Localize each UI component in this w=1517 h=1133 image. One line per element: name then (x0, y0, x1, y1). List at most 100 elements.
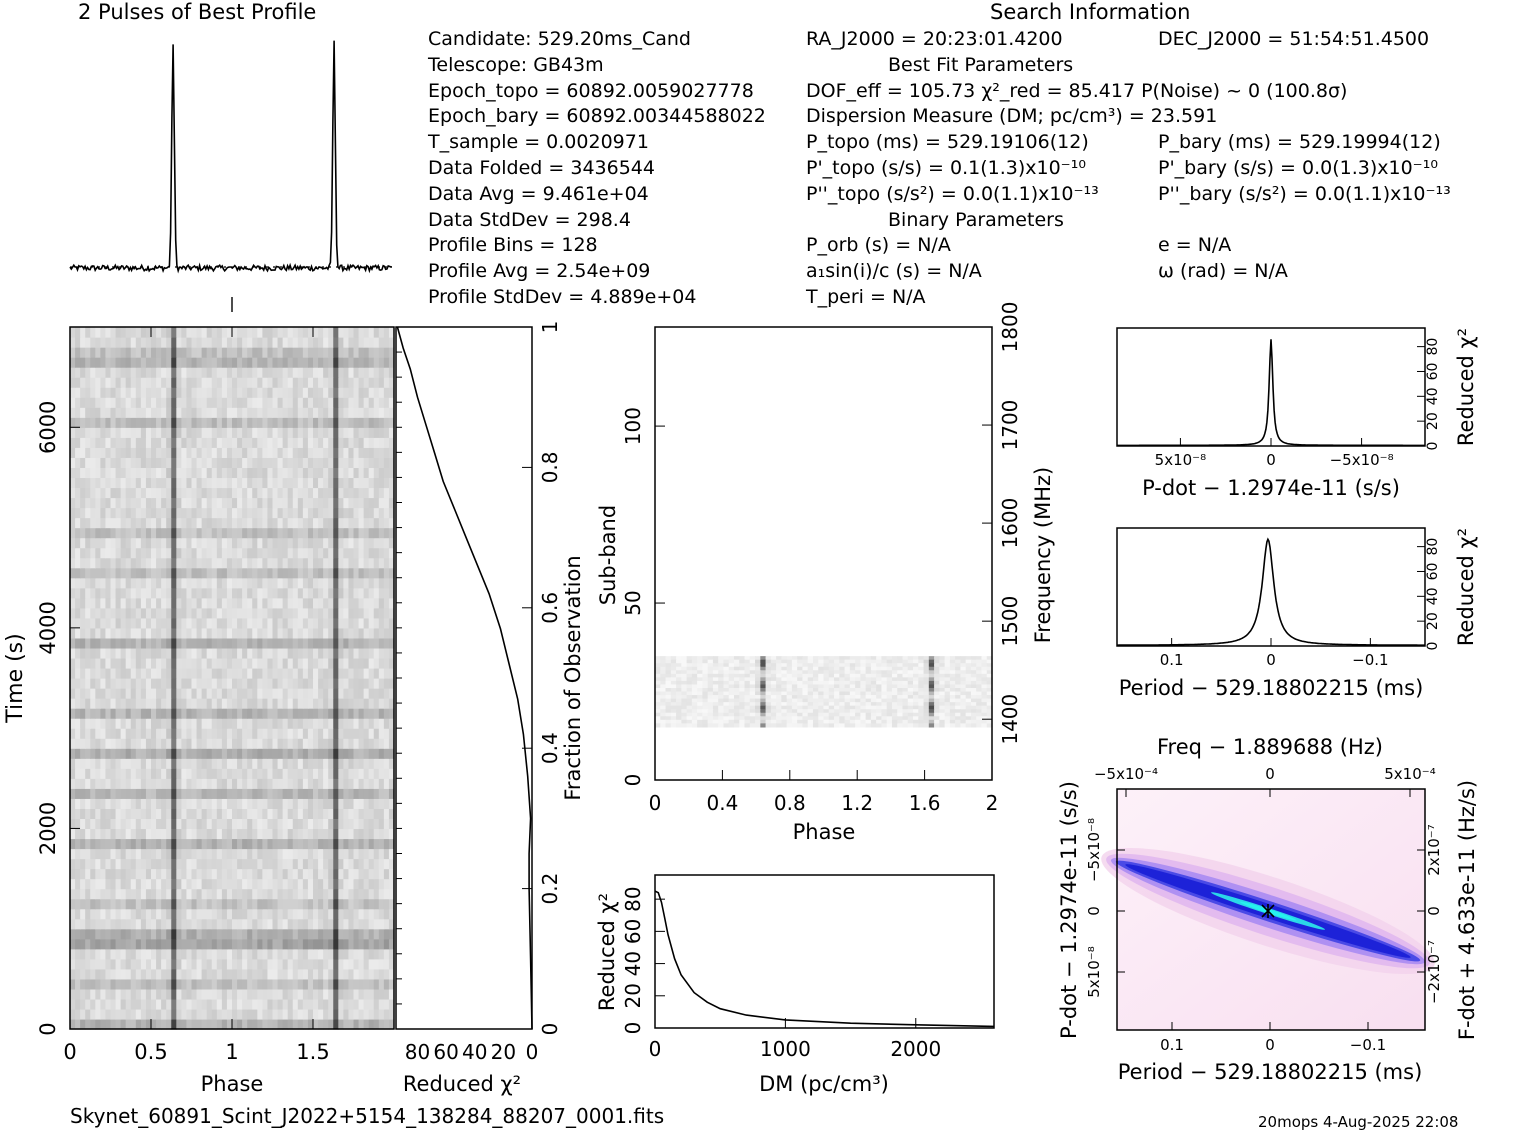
time-phase-cell (145, 688, 152, 699)
time-phase-cell (353, 357, 360, 368)
time-phase-cell (171, 898, 177, 910)
time-phase-cell (252, 357, 258, 368)
time-phase-cell (373, 357, 380, 368)
time-phase-cell (257, 487, 263, 499)
time-phase-cell (353, 968, 360, 980)
time-phase-cell (206, 637, 213, 649)
time-phase-cell (267, 828, 274, 840)
time-phase-cell (373, 447, 380, 458)
time-phase-cell (216, 397, 223, 408)
subband-cell (876, 666, 883, 671)
time-phase-cell (343, 938, 350, 950)
time-phase-cell (191, 407, 198, 418)
time-phase-cell (318, 838, 324, 850)
time-phase-cell (267, 357, 274, 368)
time-phase-cell (388, 507, 395, 519)
time-phase-cell (176, 748, 182, 759)
time-phase-cell (110, 798, 117, 809)
time-phase-cell (90, 327, 96, 338)
time-phase-cell (338, 948, 344, 960)
time-phase-cell (140, 778, 147, 789)
time-phase-cell (115, 437, 122, 448)
time-phase-cell (363, 667, 370, 679)
time-phase-cell (378, 918, 385, 930)
time-phase-cell (328, 798, 334, 809)
time-phase-cell (171, 1018, 177, 1030)
time-phase-cell (262, 908, 269, 920)
time-phase-cell (257, 898, 263, 910)
time-phase-cell (373, 858, 380, 870)
time-phase-cell (115, 357, 122, 368)
time-phase-cell (135, 828, 142, 840)
time-phase-cell (201, 908, 208, 920)
time-phase-cell (120, 738, 127, 749)
time-phase-cell (115, 427, 122, 438)
time-phase-cell (151, 878, 157, 890)
time-phase-cell (307, 367, 314, 378)
time-phase-cell (247, 377, 253, 388)
time-phase-cell (358, 367, 365, 378)
time-phase-cell (323, 898, 329, 910)
time-phase-cell (252, 788, 258, 799)
time-phase-cell (156, 968, 162, 980)
time-phase-cell (333, 728, 339, 739)
subband-cell (723, 659, 730, 664)
time-phase-cell (318, 698, 324, 709)
time-phase-cell (378, 978, 385, 990)
time-phase-cell (277, 818, 284, 830)
time-phase-cell (252, 347, 258, 358)
time-phase-cell (378, 888, 385, 900)
time-phase-cell (211, 878, 218, 890)
time-phase-cell (206, 968, 213, 980)
time-phase-cell (373, 527, 380, 539)
time-phase-cell (145, 587, 152, 599)
time-phase-cell (338, 647, 344, 659)
time-phase-cell (135, 447, 142, 458)
subband-cell (828, 659, 835, 664)
time-phase-cell (242, 357, 248, 368)
time-phase-cell (176, 768, 182, 779)
time-phase-cell (176, 527, 182, 539)
time-phase-cell (237, 627, 243, 639)
time-phase-cell (181, 667, 188, 679)
time-phase-cell (252, 698, 258, 709)
time-phase-cell (368, 748, 375, 759)
time-phase-cell (110, 567, 117, 579)
time-phase-cell (368, 537, 375, 549)
time-phase-cell (176, 417, 182, 428)
time-phase-cell (70, 557, 76, 569)
subband-cell (834, 659, 840, 664)
time-phase-cell (267, 657, 274, 669)
time-phase-cell (100, 1008, 107, 1020)
time-phase-cell (176, 908, 182, 920)
time-phase-cell (140, 858, 147, 870)
time-phase-cell (363, 507, 370, 519)
time-phase-cell (383, 888, 390, 900)
time-phase-cell (328, 617, 334, 629)
time-phase-cell (90, 698, 96, 709)
time-phase-cell (378, 898, 385, 910)
time-phase-cell (226, 577, 233, 589)
time-phase-cell (378, 507, 385, 519)
time-phase-cell (120, 958, 127, 970)
time-phase-cell (105, 848, 112, 860)
time-phase-cell (247, 738, 253, 749)
subband-cell (818, 673, 825, 678)
time-phase-cell (353, 778, 360, 789)
subband-cell (944, 670, 951, 675)
time-phase-cell (110, 718, 117, 729)
time-phase-cell (191, 607, 198, 619)
time-phase-cell (110, 938, 117, 950)
time-phase-cell (232, 858, 238, 870)
time-phase-cell (262, 818, 269, 830)
subband-cell (965, 656, 972, 661)
time-phase-cell (267, 998, 274, 1010)
time-phase-cell (211, 657, 218, 669)
time-phase-cell (383, 337, 390, 348)
time-phase-cell (232, 848, 238, 860)
time-phase-cell (328, 607, 334, 619)
time-phase-cell (85, 627, 91, 639)
time-phase-cell (232, 357, 238, 368)
time-phase-cell (211, 347, 218, 358)
time-phase-cell (277, 1008, 284, 1020)
